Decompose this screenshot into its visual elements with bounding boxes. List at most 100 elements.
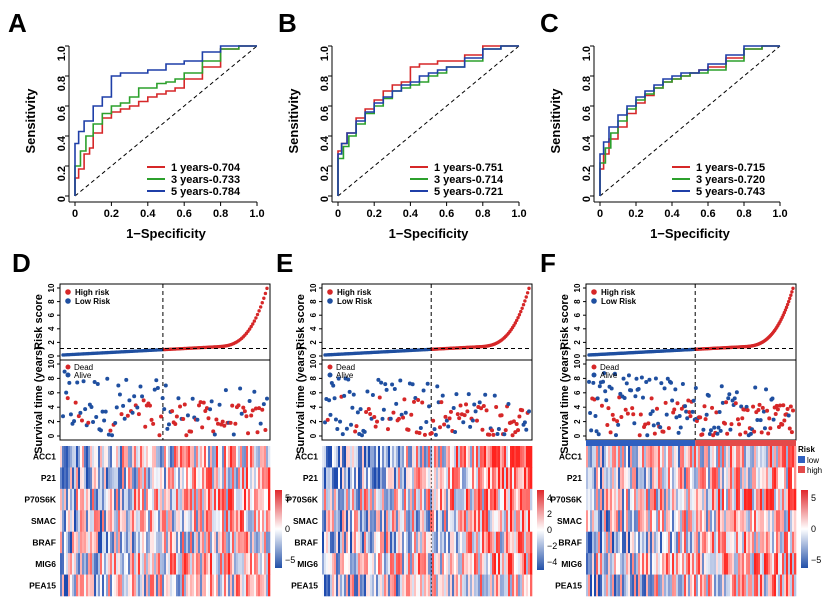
heatmap-cell <box>352 488 355 511</box>
heatmap-cell <box>612 553 615 575</box>
heatmap-cell <box>448 446 451 468</box>
survival-point <box>418 426 423 431</box>
heatmap-cell <box>620 574 623 597</box>
heatmap-cell <box>246 467 249 490</box>
heatmap-cell <box>788 553 791 575</box>
heatmap-cell <box>216 510 219 533</box>
heatmap-cell <box>246 446 249 468</box>
heatmap-cell <box>484 446 487 468</box>
heatmap-cell <box>620 446 623 468</box>
heatmap-cell <box>66 446 69 468</box>
survival-point <box>653 376 658 381</box>
heatmap-cell <box>364 488 367 511</box>
heatmap-cell <box>358 510 361 533</box>
heatmap-cell <box>102 574 105 597</box>
heatmap-cell <box>698 467 701 490</box>
heatmap-cell <box>670 553 673 575</box>
heatmap-cell <box>338 488 341 511</box>
heatmap-cell <box>350 553 353 575</box>
survival-point <box>666 426 671 431</box>
heatmap-cell <box>754 531 757 554</box>
heatmap-cell <box>234 531 237 554</box>
heatmap-cell <box>752 574 755 597</box>
heatmap-cell <box>774 446 777 468</box>
y-tick-label: 0.4 <box>581 135 593 151</box>
heatmap-cell <box>516 553 519 575</box>
heatmap-cell <box>262 574 265 597</box>
heatmap-cell <box>592 531 595 554</box>
heatmap-cell <box>484 467 487 490</box>
heatmap-cell <box>724 553 727 575</box>
risk-score-axis-label: Risk score <box>295 294 307 350</box>
heatmap-cell <box>680 531 683 554</box>
colorbar-tick-label: −4 <box>547 557 557 567</box>
heatmap-cell <box>370 446 373 468</box>
heatmap-cell <box>136 553 139 575</box>
survival-y-tick-label: 4 <box>573 404 582 409</box>
heatmap-cell <box>194 467 197 490</box>
heatmap-cell <box>600 574 603 597</box>
heatmap-cell <box>338 531 341 554</box>
heatmap-cell <box>676 446 679 468</box>
heatmap-cell <box>706 467 709 490</box>
heatmap-cell <box>132 510 135 533</box>
heatmap-cell <box>724 531 727 554</box>
heatmap-cell <box>608 510 611 533</box>
survival-point <box>733 401 738 406</box>
survival-point <box>659 381 664 386</box>
heatmap-cell <box>518 510 521 533</box>
heatmap-cell <box>182 553 185 575</box>
survival-point <box>323 420 327 425</box>
heatmap-cell <box>520 531 523 554</box>
heatmap-cell <box>588 510 591 533</box>
heatmap-cell <box>256 531 259 554</box>
heatmap-cell <box>596 553 599 575</box>
survival-point <box>160 396 165 401</box>
heatmap-cell <box>590 531 593 554</box>
survival-point <box>89 404 94 409</box>
heatmap-cell <box>228 531 231 554</box>
heatmap-cell <box>186 488 189 511</box>
heatmap-cell <box>358 446 361 468</box>
heatmap-cell <box>454 510 457 533</box>
heatmap-cell <box>366 574 369 597</box>
heatmap-cell <box>84 488 87 511</box>
legend-dead-label: Dead <box>74 363 93 372</box>
heatmap-cell <box>358 553 361 575</box>
heatmap-cell <box>218 531 221 554</box>
heatmap-cell <box>374 467 377 490</box>
heatmap-cell <box>746 531 749 554</box>
heatmap-cell <box>140 446 143 468</box>
roc-curve <box>74 45 257 196</box>
heatmap-cell <box>490 446 493 468</box>
heatmap-cell <box>350 510 353 533</box>
heatmap-cell <box>170 467 173 490</box>
heatmap-cell <box>76 553 79 575</box>
heatmap-cell <box>196 488 199 511</box>
heatmap-cell <box>244 488 247 511</box>
colorbar-tick-label: 2 <box>547 509 552 519</box>
colorbar <box>275 490 282 568</box>
heatmap-cell <box>408 467 411 490</box>
heatmap-cell <box>688 531 691 554</box>
survival-point <box>606 406 611 411</box>
heatmap-cell <box>614 446 617 468</box>
survival-point <box>464 402 469 407</box>
heatmap-cell <box>222 574 225 597</box>
heatmap-cell <box>786 574 789 597</box>
survival-point <box>258 421 263 426</box>
heatmap-cell <box>96 510 99 533</box>
heatmap-cell <box>60 531 63 554</box>
heatmap-cell <box>66 467 69 490</box>
survival-point <box>704 412 709 417</box>
survival-point <box>147 403 152 408</box>
heatmap-cell <box>672 510 675 533</box>
heatmap-cell <box>666 488 669 511</box>
survival-point <box>718 428 723 433</box>
heatmap-cell <box>518 467 521 490</box>
heatmap-cell <box>158 488 161 511</box>
heatmap-cell <box>506 446 509 468</box>
heatmap-cell <box>734 574 737 597</box>
heatmap-cell <box>506 510 509 533</box>
heatmap-cell <box>484 510 487 533</box>
